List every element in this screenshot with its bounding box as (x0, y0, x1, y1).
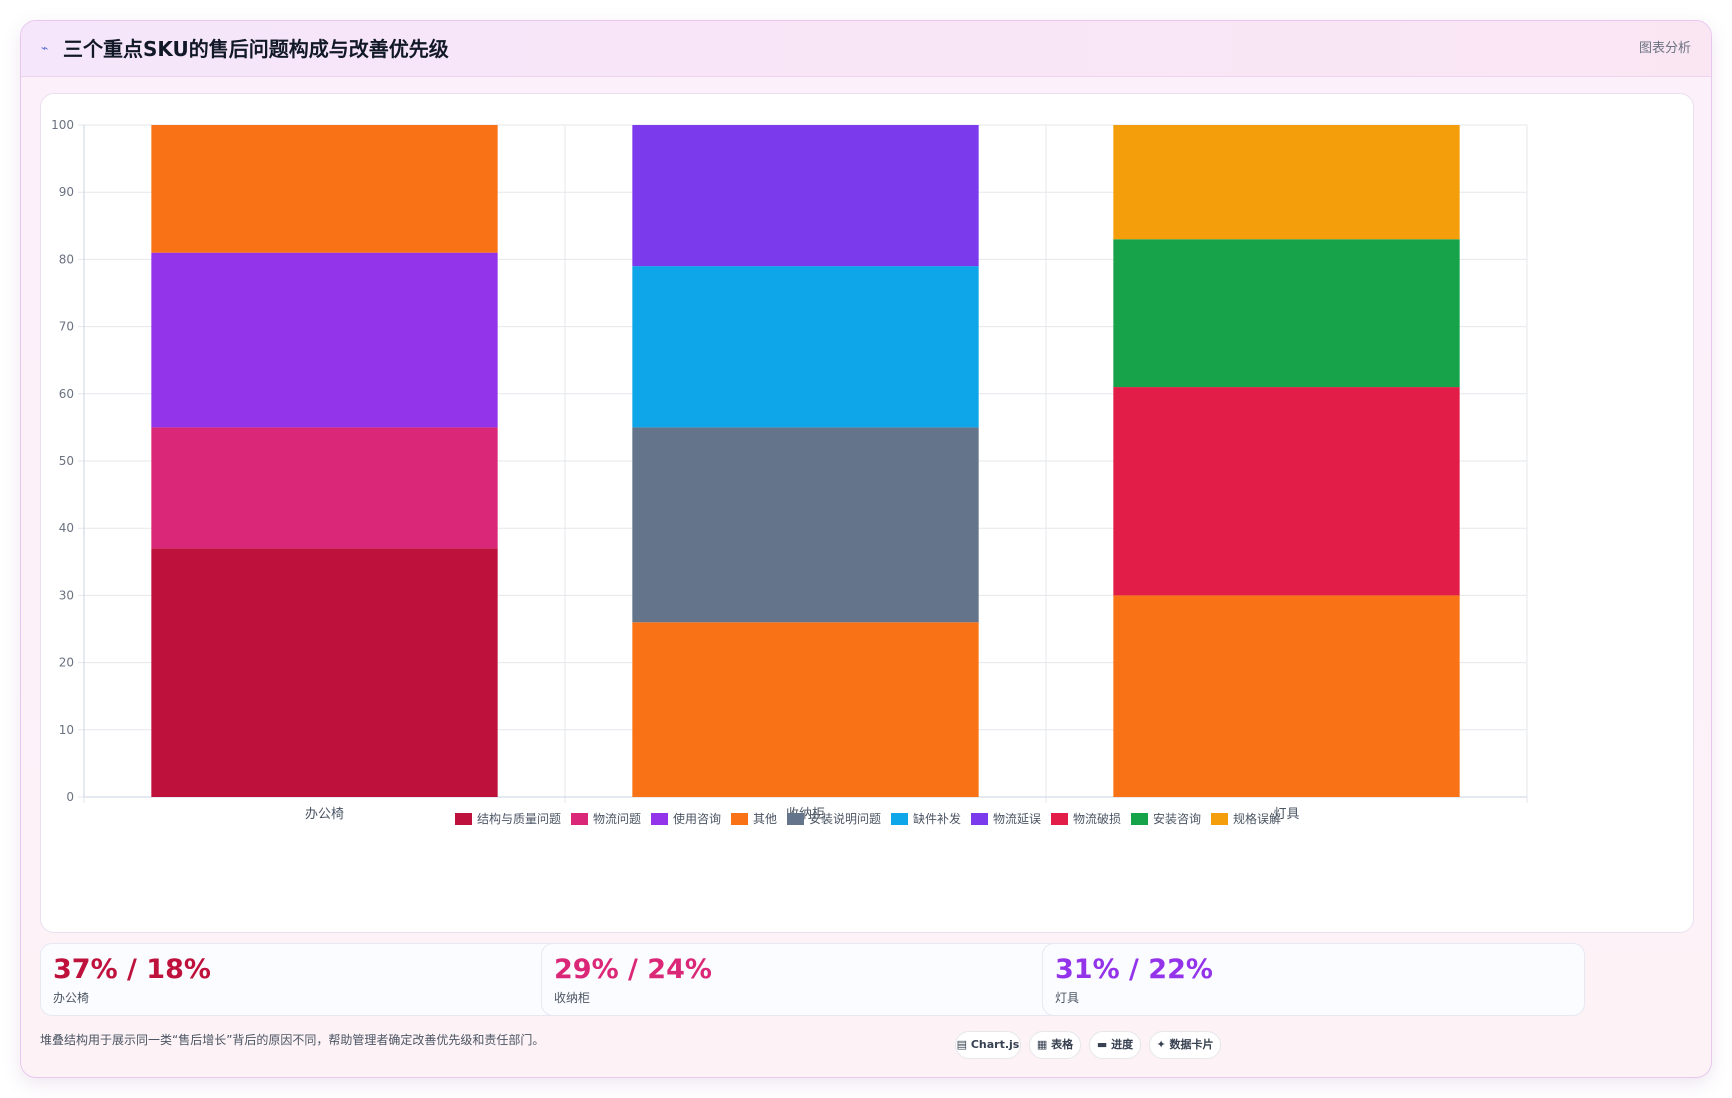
legend-label: 规格误解 (1233, 812, 1282, 826)
bar-segment (1113, 595, 1460, 797)
legend-label: 结构与质量问题 (476, 812, 561, 826)
y-tick-label: 20 (59, 656, 74, 670)
legend-swatch (971, 813, 988, 825)
legend-swatch (570, 813, 588, 825)
data-cards-pill[interactable]: ✦ 数据卡片 (1149, 1031, 1221, 1059)
chartjs-pill[interactable]: ▤ Chart.js (955, 1031, 1021, 1059)
bar-segment (1113, 387, 1460, 596)
chart-card: ⌁ 三个重点SKU的售后问题构成与改善优先级 图表分析 0 10 20 30 40 50 6… (20, 20, 1712, 1078)
table-pill[interactable]: ▦ 表格 (1029, 1031, 1081, 1059)
page-title: 三个重点SKU的售后问题构成与改善优先级 (63, 37, 449, 61)
card-header: ⌁ 三个重点SKU的售后问题构成与改善优先级 图表分析 (21, 21, 1711, 77)
y-tick-label: 30 (59, 588, 74, 602)
legend-swatch (891, 813, 908, 825)
chart-panel: 0 10 20 30 40 50 60 70 80 90 100 办公椅 收纳柜 灯具 结构与质量问题 物流… (40, 93, 1694, 933)
x-tick-label: 灯具 (1273, 807, 1299, 822)
stat-label: 收纳柜 (554, 991, 591, 1005)
bar-segment (632, 622, 979, 797)
bar-segment (151, 125, 498, 253)
stat-value: 31% / 22% (1055, 954, 1213, 985)
stat-card-lamp: 31% / 22% 灯具 (1042, 943, 1585, 1016)
progress-pill[interactable]: ▬ 进度 (1089, 1031, 1141, 1059)
chart-analysis-tag[interactable]: 图表分析 (1638, 41, 1691, 56)
bar-segment (632, 427, 979, 623)
stat-value: 37% / 18% (53, 954, 211, 985)
y-tick-label: 60 (59, 387, 74, 401)
legend-label: 缺件补发 (913, 812, 962, 826)
legend-swatch (730, 813, 748, 825)
line-chart-icon: ⌁ (41, 41, 49, 55)
bar-segment (1113, 239, 1460, 388)
legend-label: 其他 (752, 812, 777, 826)
y-tick-label: 10 (59, 723, 74, 737)
stat-card-storage-cabinet: 29% / 24% 收纳柜 (541, 943, 1084, 1016)
legend-label: 使用咨询 (672, 812, 721, 826)
legend-swatch (454, 813, 472, 825)
legend-label: 物流延误 (993, 812, 1042, 826)
legend-swatch (1131, 813, 1148, 825)
bar-segment (151, 427, 498, 549)
y-tick-label: 0 (66, 790, 74, 804)
y-tick-label: 40 (59, 521, 74, 535)
bar-segment (632, 125, 979, 267)
legend-label: 物流破损 (1073, 812, 1122, 826)
chart-legend: 结构与质量问题 物流问题 使用咨询 其他 安装说明问题 缺件补发 物流延误 物流破损 安装咨询 规… (41, 810, 1695, 828)
stat-card-office-chair: 37% / 18% 办公椅 (40, 943, 583, 1016)
bar-segment (151, 252, 498, 428)
y-tick-label: 70 (59, 320, 74, 334)
bar-segment (632, 266, 979, 428)
legend-swatch (1211, 813, 1228, 825)
stat-label: 办公椅 (53, 991, 90, 1005)
footer-note: 堆叠结构用于展示同一类“售后增长”背后的原因不同，帮助管理者确定改善优先级和责任… (40, 1033, 545, 1047)
y-tick-label: 50 (59, 454, 74, 468)
stat-label: 灯具 (1055, 991, 1080, 1005)
legend-label: 物流问题 (592, 812, 641, 826)
y-tick-label: 80 (59, 252, 74, 266)
y-tick-label: 90 (59, 185, 74, 199)
legend-label: 安装说明问题 (808, 812, 881, 826)
y-tick-label: 100 (51, 118, 74, 132)
bar-segment (1113, 125, 1460, 240)
legend-swatch (786, 813, 804, 825)
bar-segment (151, 548, 498, 797)
x-tick-label: 办公椅 (305, 807, 344, 822)
legend-swatch (1051, 813, 1068, 825)
legend-swatch (650, 813, 668, 825)
stat-value: 29% / 24% (554, 954, 712, 985)
legend-label: 安装咨询 (1153, 812, 1202, 826)
